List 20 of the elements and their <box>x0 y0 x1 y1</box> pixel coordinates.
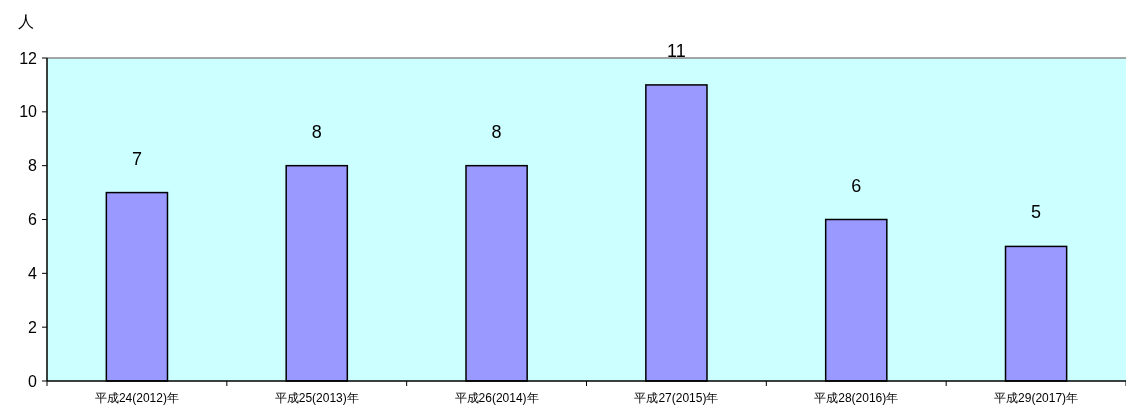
y-axis-title: 人 <box>18 13 34 30</box>
x-tick-label: 平成28(2016)年 <box>814 391 899 405</box>
data-label: 11 <box>667 40 686 61</box>
y-tick-label: 6 <box>28 211 38 229</box>
x-tick-label: 平成24(2012)年 <box>94 391 179 405</box>
data-label: 6 <box>851 175 862 196</box>
y-tick-label: 10 <box>19 103 38 121</box>
x-tick-label: 平成26(2014)年 <box>454 391 539 405</box>
y-tick-label: 0 <box>28 372 38 390</box>
x-tick-label: 平成29(2017)年 <box>994 391 1079 405</box>
data-label: 7 <box>131 148 142 169</box>
x-tick-label: 平成27(2015)年 <box>634 391 719 405</box>
y-tick-label: 12 <box>19 49 38 67</box>
y-tick-label: 8 <box>28 157 38 175</box>
y-tick-label: 2 <box>28 318 38 336</box>
x-tick-label: 平成25(2013)年 <box>274 391 359 405</box>
data-label: 5 <box>1031 202 1042 223</box>
y-tick-label: 4 <box>28 264 38 282</box>
data-label: 8 <box>491 121 502 142</box>
data-label: 8 <box>311 121 322 142</box>
